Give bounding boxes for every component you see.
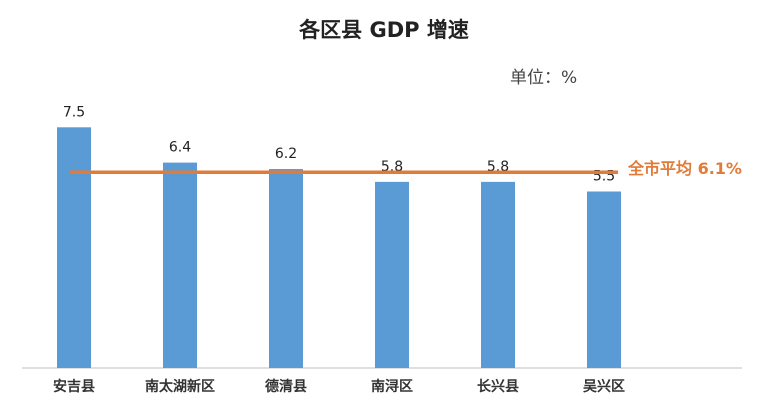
bar — [587, 191, 621, 368]
x-tick-label: 南浔区 — [371, 378, 413, 395]
x-tick-label: 安吉县 — [53, 378, 95, 395]
bar — [375, 181, 409, 368]
unit-label: 单位：% — [510, 68, 578, 88]
data-label: 6.4 — [169, 140, 191, 156]
chart-title: 各区县 GDP 增速 — [299, 18, 469, 42]
x-tick-label: 吴兴区 — [583, 378, 625, 395]
bar — [269, 169, 303, 368]
x-tick-label: 长兴县 — [477, 378, 519, 395]
x-tick-label: 南太湖新区 — [145, 378, 215, 395]
average-line-label: 全市平均 6.1% — [628, 159, 742, 178]
bar — [57, 127, 91, 368]
data-label: 7.5 — [63, 104, 85, 120]
data-label: 6.2 — [275, 146, 297, 162]
bar — [481, 181, 515, 368]
bar — [163, 162, 197, 368]
x-tick-label: 德清县 — [265, 378, 307, 395]
